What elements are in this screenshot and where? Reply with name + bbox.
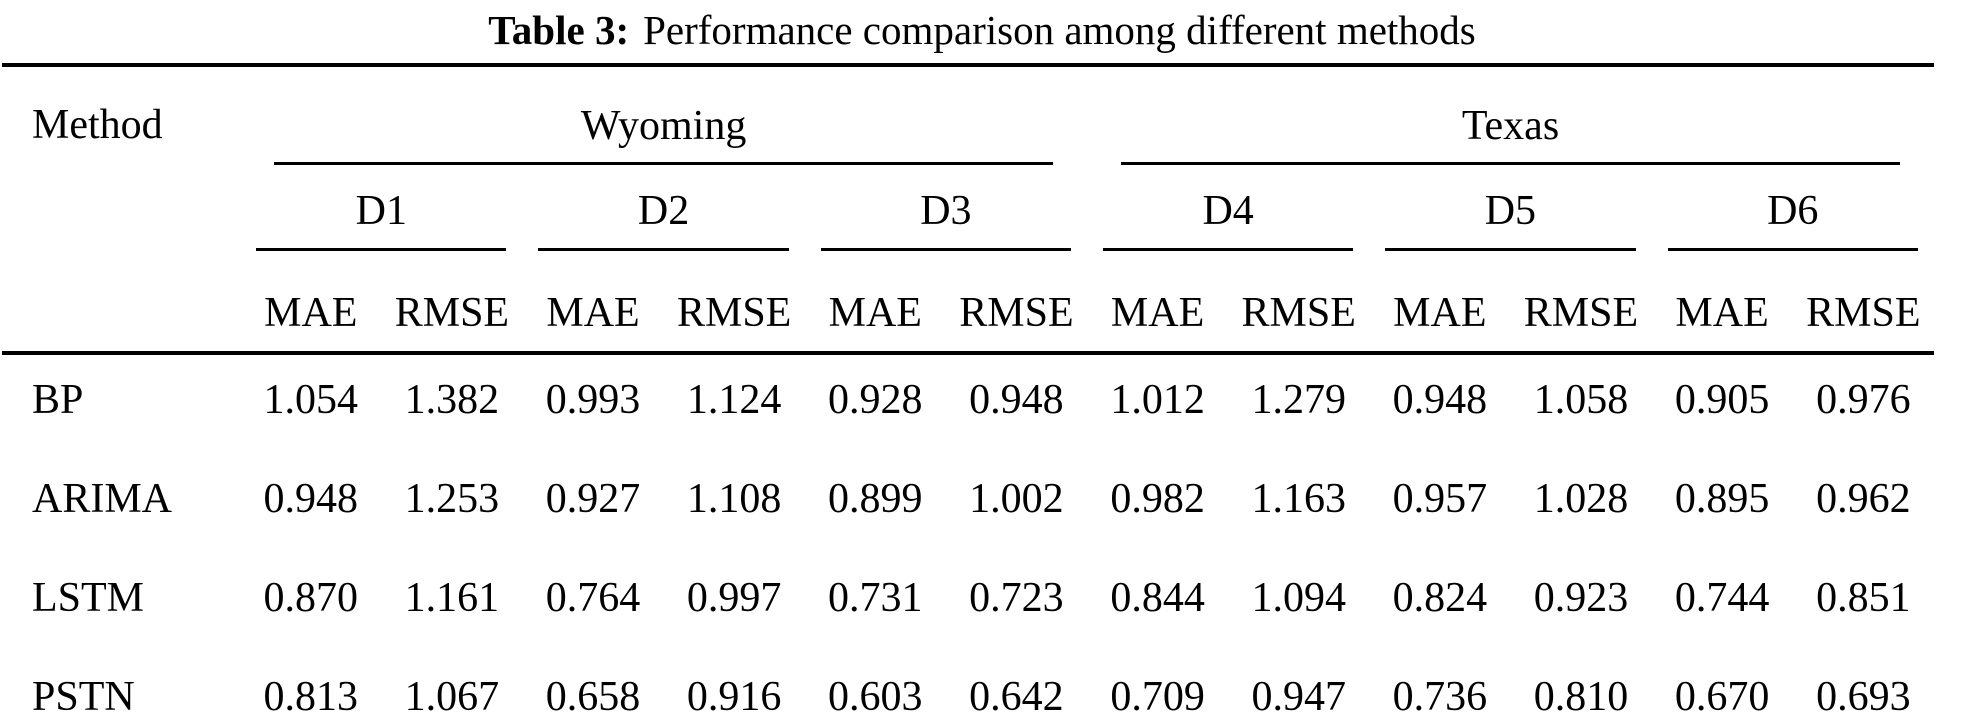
metric-header-rmse: RMSE <box>1510 251 1652 355</box>
value-cell: 0.976 <box>1816 377 1911 423</box>
value-cell: 0.723 <box>969 575 1064 621</box>
method-name: LSTM <box>32 575 145 621</box>
value-cell: 1.028 <box>1533 476 1629 522</box>
dataset-header-d4-label: D4 <box>1103 187 1354 251</box>
value-cell: 0.895 <box>1674 476 1770 522</box>
value-cell: 0.870 <box>263 575 359 621</box>
value-cell: 1.067 <box>404 674 500 720</box>
value-cell: 0.844 <box>1110 575 1205 621</box>
metric-header-mae: MAE <box>240 251 382 355</box>
dataset-header-d1: D1 <box>240 165 522 251</box>
spacer-cell <box>2 251 241 355</box>
metric-header-rmse: RMSE <box>1228 251 1370 355</box>
value-cell: 0.731 <box>828 575 923 621</box>
value-cell: 1.279 <box>1251 377 1346 423</box>
table-caption: Table 3: Performance comparison among dif… <box>0 0 1964 54</box>
metric-header-mae: MAE <box>1087 251 1229 355</box>
value-cell: 0.670 <box>1674 674 1770 720</box>
dataset-header-d2-label: D2 <box>538 187 789 251</box>
value-cell: 1.124 <box>686 377 782 423</box>
group-header-wyoming-label: Wyoming <box>274 102 1053 165</box>
value-cell: 0.658 <box>545 674 641 720</box>
value-cell: 1.108 <box>686 476 782 522</box>
method-name: PSTN <box>32 674 135 720</box>
method-name: BP <box>32 377 84 423</box>
metric-header-mae: MAE <box>1651 251 1793 355</box>
value-cell: 0.962 <box>1816 476 1911 522</box>
dataset-header-d1-label: D1 <box>256 187 507 251</box>
dataset-header-d5: D5 <box>1369 165 1651 251</box>
value-cell: 0.905 <box>1674 377 1770 423</box>
group-header-texas: Texas <box>1087 65 1934 165</box>
value-cell: 0.957 <box>1392 476 1488 522</box>
value-cell: 0.764 <box>545 575 641 621</box>
dataset-header-d2: D2 <box>522 165 804 251</box>
value-cell: 0.693 <box>1816 674 1911 720</box>
value-cell: 1.012 <box>1110 377 1205 423</box>
results-table: Method Wyoming Texas D1 D2 D3 D4 D5 D6 M… <box>2 63 1934 726</box>
dataset-header-d5-label: D5 <box>1385 187 1636 251</box>
group-header-wyoming: Wyoming <box>240 65 1087 165</box>
value-cell: 1.058 <box>1533 377 1629 423</box>
value-cell: 1.163 <box>1251 476 1346 522</box>
metric-header-mae: MAE <box>804 251 946 355</box>
value-cell: 0.948 <box>969 377 1064 423</box>
value-cell: 1.094 <box>1251 575 1346 621</box>
header-row-datasets: D1 D2 D3 D4 D5 D6 <box>2 165 1934 251</box>
value-cell: 0.948 <box>263 476 359 522</box>
value-cell: 1.054 <box>263 377 359 423</box>
value-cell: 0.744 <box>1674 575 1770 621</box>
value-cell: 0.899 <box>828 476 923 522</box>
metric-header-rmse: RMSE <box>381 251 523 355</box>
value-cell: 1.382 <box>404 377 500 423</box>
table-caption-text: Performance comparison among different m… <box>643 7 1476 53</box>
value-cell: 0.947 <box>1251 674 1346 720</box>
value-cell: 0.997 <box>686 575 782 621</box>
value-cell: 0.923 <box>1533 575 1629 621</box>
spacer-cell <box>2 165 240 251</box>
value-cell: 0.948 <box>1392 377 1488 423</box>
dataset-header-d3: D3 <box>805 165 1087 251</box>
value-cell: 0.736 <box>1392 674 1488 720</box>
value-cell: 0.993 <box>545 377 641 423</box>
metric-header-mae: MAE <box>522 251 664 355</box>
table-caption-label: Table 3: <box>488 7 630 53</box>
dataset-header-d6: D6 <box>1652 165 1935 251</box>
header-row-regions: Method Wyoming Texas <box>2 65 1934 165</box>
value-cell: 0.709 <box>1110 674 1205 720</box>
value-cell: 0.851 <box>1816 575 1911 621</box>
table-row-lstm: LSTM 0.870 1.161 0.764 0.997 0.731 0.723… <box>2 553 1934 652</box>
table-row-arima: ARIMA 0.948 1.253 0.927 1.108 0.899 1.00… <box>2 454 1934 553</box>
value-cell: 0.824 <box>1392 575 1488 621</box>
dataset-header-d4: D4 <box>1087 165 1369 251</box>
method-name: ARIMA <box>32 476 173 522</box>
dataset-header-d6-label: D6 <box>1667 187 1918 251</box>
value-cell: 0.928 <box>828 377 923 423</box>
metric-header-rmse: RMSE <box>945 251 1087 355</box>
metric-header-rmse: RMSE <box>663 251 805 355</box>
metric-header-mae: MAE <box>1369 251 1511 355</box>
value-cell: 0.642 <box>969 674 1064 720</box>
value-cell: 1.253 <box>404 476 500 522</box>
value-cell: 0.982 <box>1110 476 1205 522</box>
value-cell: 1.161 <box>404 575 500 621</box>
metric-header-rmse: RMSE <box>1792 251 1934 355</box>
value-cell: 0.810 <box>1533 674 1629 720</box>
group-header-texas-label: Texas <box>1121 102 1900 165</box>
value-cell: 0.603 <box>828 674 923 720</box>
dataset-header-d3-label: D3 <box>820 187 1071 251</box>
value-cell: 0.813 <box>263 674 359 720</box>
value-cell: 1.002 <box>969 476 1064 522</box>
col-header-method: Method <box>32 102 163 148</box>
table-row-bp: BP 1.054 1.382 0.993 1.124 0.928 0.948 1… <box>2 353 1934 454</box>
value-cell: 0.916 <box>686 674 782 720</box>
value-cell: 0.927 <box>545 476 641 522</box>
table-row-pstn: PSTN 0.813 1.067 0.658 0.916 0.603 0.642… <box>2 652 1934 726</box>
header-row-metrics: MAE RMSE MAE RMSE MAE RMSE MAE RMSE MAE … <box>2 251 1934 355</box>
